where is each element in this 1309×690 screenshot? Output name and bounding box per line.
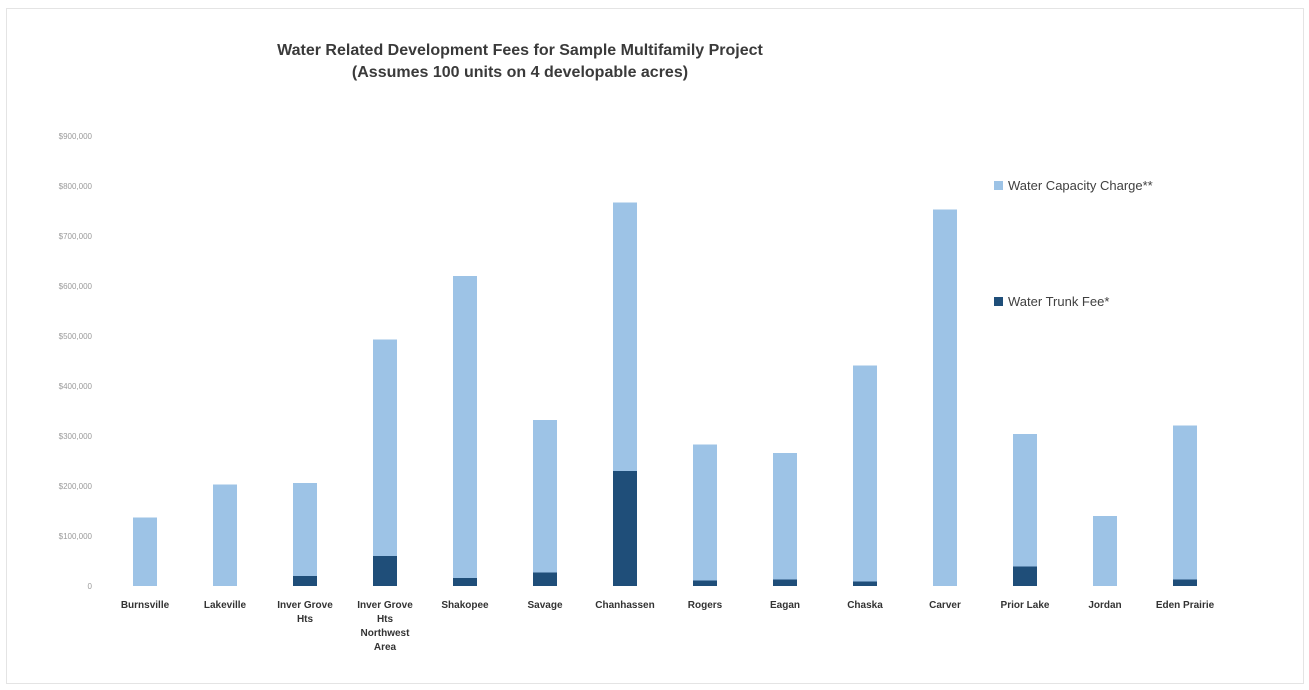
y-tick-label: $600,000 [59,282,93,291]
bar-water-capacity-charge [693,444,717,581]
bar-water-trunk-fee [853,581,877,586]
y-tick-label: $700,000 [59,232,93,241]
bar-water-capacity-charge [533,420,557,573]
chart-title-block: Water Related Development Fees for Sampl… [150,40,890,84]
bar-water-trunk-fee [773,579,797,586]
bar-water-capacity-charge [933,209,957,586]
x-category-label: Prior Lake [1001,600,1050,611]
bar-water-trunk-fee [613,471,637,586]
legend-swatch-water-capacity-charge [994,181,1003,190]
y-tick-label: $300,000 [59,432,93,441]
bar-water-capacity-charge [613,202,637,471]
legend-label-water-trunk-fee: Water Trunk Fee* [1008,294,1109,309]
y-tick-label: $100,000 [59,532,93,541]
bar-water-capacity-charge [213,484,237,586]
y-tick-label: $900,000 [59,132,93,141]
legend: Water Capacity Charge** Water Trunk Fee* [994,178,1153,309]
x-axis: Burnsville Lakeville Inver Grove Hts Inver G… [121,600,1215,653]
x-category-label: Burnsville [121,600,170,611]
bar-water-capacity-charge [373,339,397,556]
x-category-label: Rogers [688,600,723,611]
bar-water-capacity-charge [1173,425,1197,580]
bar-water-trunk-fee [693,580,717,586]
chart-subtitle: (Assumes 100 units on 4 developable acre… [351,64,689,81]
y-axis: 0 $100,000 $200,000 $300,000 $400,000 $500,00… [59,132,93,591]
x-category-label: Lakeville [204,600,247,611]
bars [133,202,1197,586]
y-tick-label: $800,000 [59,182,93,191]
bar-water-capacity-charge [1013,434,1037,567]
bar-water-capacity-charge [133,517,157,586]
bar-water-capacity-charge [293,483,317,576]
chart-title: Water Related Development Fees for Sampl… [277,42,763,59]
y-tick-label: $200,000 [59,482,93,491]
x-category-label: Chanhassen [595,600,654,611]
bar-water-trunk-fee [1173,579,1197,586]
y-tick-label: 0 [88,582,93,591]
bar-water-capacity-charge [1093,516,1117,586]
legend-swatch-water-trunk-fee [994,297,1003,306]
bar-water-capacity-charge [773,453,797,580]
bar-water-trunk-fee [533,572,557,586]
x-category-label: Chaska [847,600,883,611]
legend-label-water-capacity-charge: Water Capacity Charge** [1008,178,1153,193]
y-tick-label: $500,000 [59,332,93,341]
x-category-label: Shakopee [441,600,489,611]
x-category-label: Eden Prairie [1156,600,1215,611]
bar-water-capacity-charge [853,365,877,582]
y-tick-label: $400,000 [59,382,93,391]
bar-water-trunk-fee [1013,566,1037,586]
bar-water-trunk-fee [293,576,317,586]
x-category-label: Jordan [1088,600,1121,611]
x-category-label: Carver [929,600,961,611]
x-category-label: Inver Grove Hts Northwest Area [357,600,413,653]
x-category-label: Eagan [770,600,800,611]
bar-water-trunk-fee [373,556,397,586]
x-category-label: Savage [527,600,562,611]
bar-water-capacity-charge [453,276,477,578]
bar-water-trunk-fee [453,578,477,586]
x-category-label: Inver Grove Hts [277,600,333,625]
